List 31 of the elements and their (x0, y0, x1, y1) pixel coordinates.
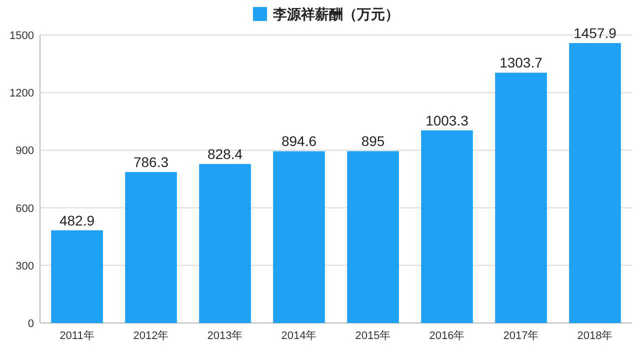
y-tick-label: 1200 (10, 88, 34, 100)
data-label: 482.9 (59, 212, 95, 228)
x-tick-label: 2015年 (355, 330, 391, 342)
data-label: 828.4 (207, 146, 243, 162)
x-tick-label: 2017年 (503, 330, 539, 342)
bar (125, 172, 177, 323)
x-tick-label: 2014年 (281, 330, 317, 342)
bar (51, 230, 103, 323)
y-tick-label: 300 (16, 260, 34, 272)
y-tick-label: 0 (28, 318, 34, 330)
data-label: 894.6 (281, 133, 317, 150)
bar (273, 151, 325, 323)
x-tick-label: 2016年 (429, 330, 465, 342)
x-tick-label: 2011年 (60, 330, 94, 342)
data-label: 895 (361, 133, 385, 150)
data-label: 1303.7 (500, 54, 543, 71)
data-label: 1457.9 (574, 25, 617, 42)
x-tick-label: 2013年 (207, 330, 243, 342)
bar (495, 72, 547, 323)
bar (347, 151, 399, 323)
y-tick-label: 900 (16, 145, 34, 158)
bar (421, 130, 473, 323)
bar (569, 43, 621, 323)
y-tick-label: 1500 (10, 30, 34, 42)
y-tick-label: 600 (16, 202, 34, 215)
data-label: 786.3 (133, 154, 169, 170)
x-tick-label: 2018年 (577, 330, 613, 342)
x-tick-label: 2012年 (133, 330, 169, 342)
legend-label: 李源祥薪酬（万元） (272, 6, 399, 22)
bar (199, 164, 251, 323)
data-label: 1003.3 (426, 112, 469, 128)
